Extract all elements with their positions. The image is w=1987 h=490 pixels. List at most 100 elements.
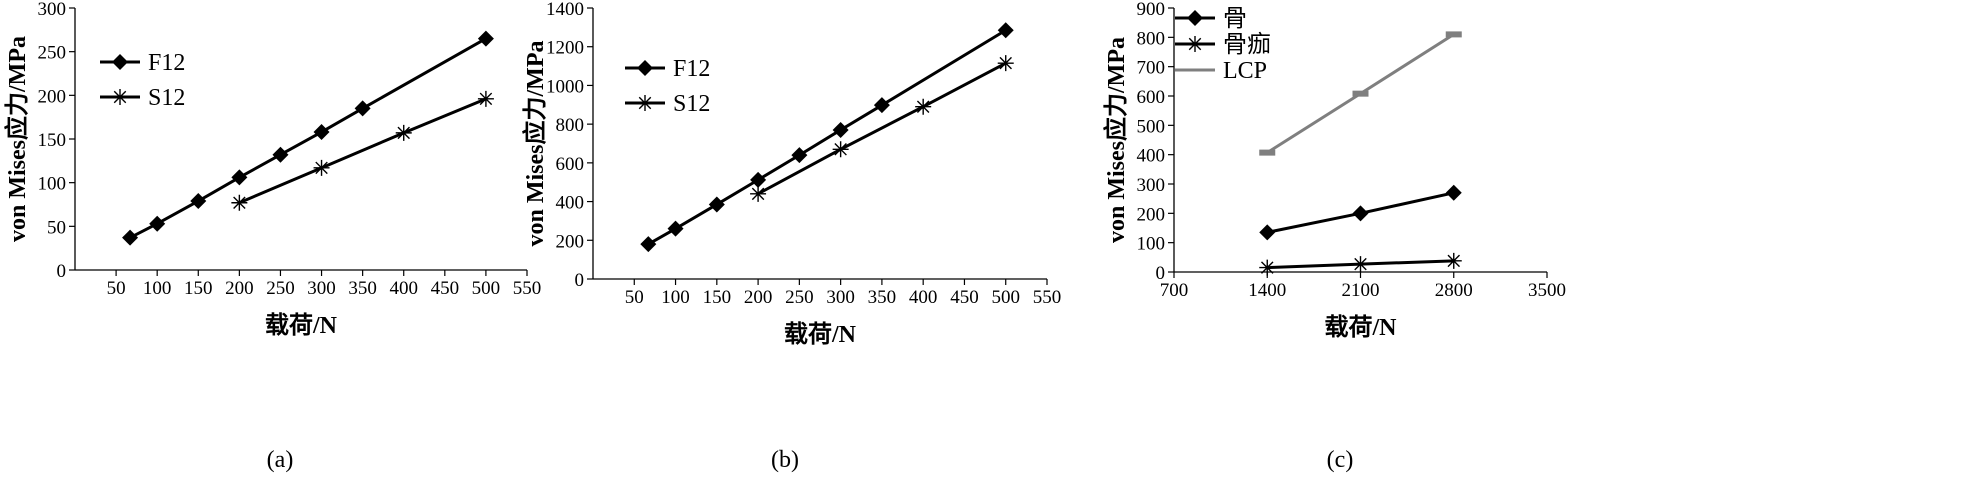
data-point (997, 22, 1014, 39)
data-point (1259, 259, 1276, 276)
x-axis-title: 载荷/N (1325, 314, 1398, 341)
x-tick-label: 350 (868, 287, 897, 308)
x-tick-label: 200 (744, 287, 773, 308)
series-line (647, 28, 1007, 246)
data-point (667, 220, 684, 237)
x-tick-label: 500 (991, 287, 1020, 308)
y-tick-label: 200 (1137, 204, 1166, 225)
chart-c: 0 100 200 300 400 500 600 700 800 900 700 1400 2100 2… (1102, 0, 1566, 473)
y-tick-label: 50 (47, 217, 66, 238)
data-point (1352, 205, 1369, 222)
y-tick-label: 0 (1156, 263, 1166, 284)
data-point (149, 215, 166, 232)
y-tick-label: 400 (556, 193, 585, 214)
data-point (477, 90, 494, 107)
x-tick-label: 1400 (1248, 280, 1286, 301)
data-point (832, 121, 849, 138)
data-point (313, 159, 330, 176)
legend-label: S12 (673, 91, 710, 117)
x-tick-label: 250 (266, 278, 295, 299)
chart-caption: (c) (1327, 447, 1354, 473)
x-tick-label: 350 (348, 278, 377, 299)
y-tick-label: 0 (575, 270, 585, 291)
x-tick-label: 450 (950, 287, 979, 308)
legend-label: F12 (673, 56, 710, 82)
y-tick-label: 250 (38, 43, 67, 64)
chart-a: 0 50 100 150 200 250 300 50 100 150 200 250 300 350 40… (3, 0, 541, 473)
data-point (1445, 31, 1462, 38)
data-point (395, 124, 412, 141)
series-line (757, 61, 1007, 196)
y-tick-label: 600 (556, 154, 585, 175)
legend-marker (1187, 10, 1203, 26)
chart-b: 0 200 400 600 800 1000 1200 1400 50 100 150 200 250 3… (521, 0, 1061, 473)
x-tick-label: 100 (661, 287, 690, 308)
y-tick-label: 800 (1137, 28, 1166, 49)
y-tick-label: 200 (38, 86, 67, 107)
series-line (238, 97, 487, 205)
y-tick-label: 150 (38, 130, 67, 151)
data-point (190, 193, 207, 210)
data-point (915, 98, 932, 115)
x-tick-label: 3500 (1528, 280, 1566, 301)
x-tick-label: 250 (785, 287, 814, 308)
y-tick-label: 1400 (546, 0, 584, 20)
x-tick-label: 300 (826, 287, 855, 308)
x-tick-label: 550 (1033, 287, 1062, 308)
series-0 (640, 22, 1014, 253)
legend-label: 骨 (1223, 6, 1247, 32)
legend-marker (637, 95, 653, 111)
legend-marker (1187, 36, 1203, 52)
x-tick-label: 150 (703, 287, 732, 308)
data-point (1445, 184, 1462, 201)
data-point (477, 30, 494, 47)
y-tick-label: 100 (1137, 234, 1166, 255)
x-tick-label: 50 (625, 287, 644, 308)
data-point (750, 171, 767, 188)
y-tick-label: 100 (38, 174, 67, 195)
y-axis-title: von Mises应力/MPa (1102, 37, 1130, 243)
y-axis-title: von Mises应力/MPa (3, 36, 31, 242)
data-point (708, 196, 725, 213)
y-tick-label: 800 (556, 115, 585, 136)
y-tick-label: 200 (556, 231, 585, 252)
legend-label: LCP (1223, 58, 1267, 84)
x-axis-title: 载荷/N (784, 321, 857, 348)
series-1 (231, 90, 494, 211)
y-tick-label: 900 (1137, 0, 1166, 20)
data-point (272, 146, 289, 163)
x-tick-label: 100 (143, 278, 172, 299)
legend-marker (112, 89, 128, 105)
data-point (231, 169, 248, 186)
legend-label: F12 (148, 50, 185, 76)
legend-marker (112, 54, 128, 70)
legend-marker (637, 60, 653, 76)
y-tick-label: 1000 (546, 76, 584, 97)
legend-label: S12 (148, 85, 185, 111)
x-tick-label: 550 (513, 278, 542, 299)
series-0 (1259, 184, 1462, 241)
y-tick-label: 400 (1137, 146, 1166, 167)
y-tick-label: 500 (1137, 116, 1166, 137)
y-tick-label: 1200 (546, 38, 584, 59)
data-point (640, 236, 657, 253)
series-0 (122, 30, 494, 246)
data-point (1352, 90, 1369, 97)
x-axis-title: 载荷/N (265, 312, 338, 339)
series-2 (1259, 31, 1462, 156)
data-point (354, 100, 371, 117)
data-point (832, 141, 849, 158)
data-point (1352, 256, 1369, 273)
x-tick-label: 400 (389, 278, 418, 299)
x-tick-label: 150 (184, 278, 213, 299)
series-1 (750, 55, 1014, 202)
x-tick-label: 200 (225, 278, 254, 299)
legend-label: 骨痂 (1223, 31, 1271, 58)
y-tick-label: 600 (1137, 87, 1166, 108)
x-tick-label: 500 (472, 278, 501, 299)
x-tick-label: 50 (107, 278, 126, 299)
data-point (997, 55, 1014, 72)
y-tick-label: 0 (57, 261, 67, 282)
x-tick-label: 450 (431, 278, 460, 299)
